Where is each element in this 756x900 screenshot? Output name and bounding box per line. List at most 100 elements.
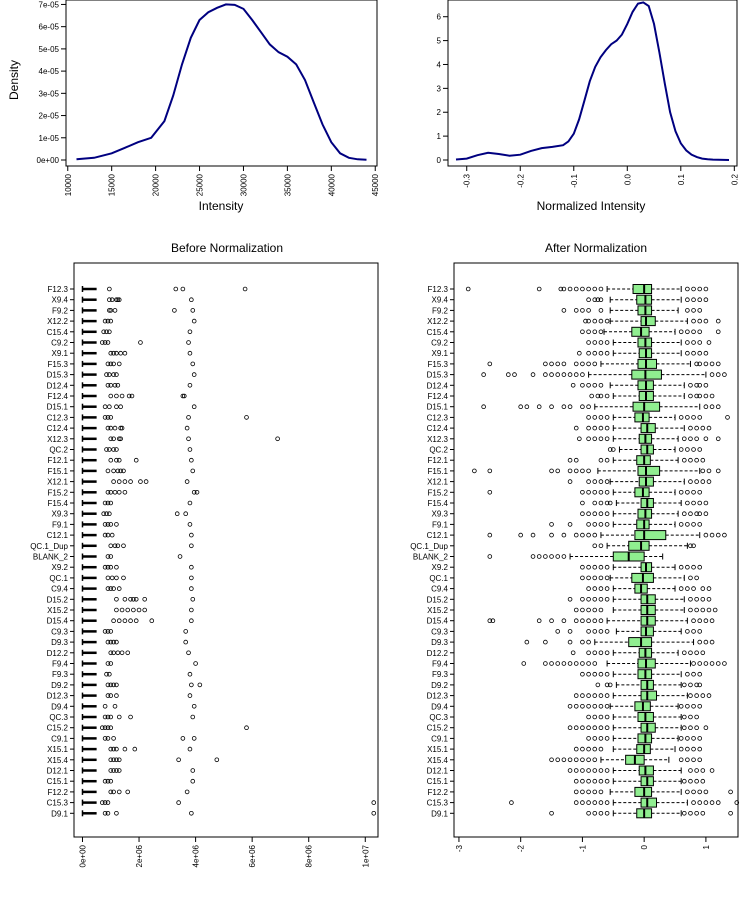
boxplot-before-outlier (116, 457, 122, 463)
boxplot-before-outlier (105, 639, 111, 645)
density-after-curve (455, 1, 730, 161)
boxplot-after-outlier (573, 308, 579, 313)
boxplot-after-outlier (685, 447, 690, 452)
boxplot-after-outlier (685, 736, 690, 741)
boxplot-after-outlier (567, 757, 573, 763)
boxplot-after-row (567, 722, 709, 733)
boxplot-before-outlier (105, 425, 111, 431)
boxplot-after-outlier (691, 415, 696, 420)
boxplot-after-outlier (580, 404, 585, 410)
boxplot-after-outlier (487, 554, 493, 559)
boxplot-before-row-label: C15.1 (47, 777, 69, 786)
boxplot-before-outlier (111, 618, 116, 623)
boxplot-after-outlier (697, 671, 703, 677)
boxplot-after-outlier (688, 575, 693, 581)
boxplot-after-row-label: F15.2 (428, 488, 449, 497)
boxplot-before-outlier (105, 468, 111, 474)
boxplot-after-row-label: C12.4 (427, 424, 449, 433)
boxplot-after-outlier (580, 725, 585, 730)
boxplot-after-row (561, 305, 703, 316)
boxplot-after-outlier (586, 308, 591, 313)
boxplot-before-outlier (187, 350, 193, 356)
boxplot-before-outlier (114, 564, 119, 570)
boxplot-after-outlier (604, 586, 610, 591)
boxplot-after-row-label: X12.1 (427, 478, 448, 487)
boxplot-after-outlier (604, 671, 610, 677)
boxplot-before-row-label: C9.1 (51, 734, 68, 743)
boxplot-before-row-label: D12.1 (47, 767, 69, 776)
boxplot-before-outlier (108, 639, 114, 645)
boxplot-before-row (81, 724, 249, 731)
boxplot-after-row (573, 690, 712, 701)
boxplot-before-outlier (116, 714, 122, 720)
boxplot-after-outlier (561, 286, 567, 292)
boxplot-after-outlier (685, 586, 690, 591)
boxplot-after-axes: -3 -2 -1 0 1 F12.3 X9.4F9.2 X12.2 C15.4 C9.2X9.1 F… (410, 285, 711, 852)
boxplot-before-outlier (105, 340, 111, 345)
boxplot-before-row-label: D9.1 (51, 809, 68, 818)
boxplot-before-outlier (125, 650, 131, 656)
boxplot-after-outlier (543, 661, 548, 666)
boxplot-before-row-label: F12.2 (48, 788, 69, 797)
boxplot-after-outlier (691, 661, 696, 666)
boxplot-after-outlier (586, 629, 591, 634)
boxplot-after-outlier (573, 618, 579, 623)
boxplot-after-outlier (697, 522, 703, 527)
boxplot-before-row-label: X12.2 (47, 317, 68, 326)
boxplot-before-axes: 0e+00 2e+06 4e+06 6e+06 8e+06 1e+07F12.3X9.4F… (30, 285, 370, 867)
boxplot-after-outlier (688, 543, 693, 549)
boxplot-after-outlier (607, 682, 613, 688)
boxplot-after-outlier (592, 714, 598, 720)
boxplot-after-outlier (592, 500, 598, 506)
boxplot-after-outlier (694, 693, 699, 698)
boxplot-before-outlier (111, 736, 116, 741)
boxplot-after-row (549, 519, 703, 530)
boxplot-after-row (580, 572, 699, 583)
boxplot-after-outlier (700, 650, 706, 656)
boxplot-before-outlier (108, 500, 114, 506)
boxplot-after-outlier (592, 329, 598, 335)
boxplot-after-outlier (598, 714, 604, 720)
boxplot-after-outlier (536, 286, 542, 292)
boxplot-after-outlier (598, 800, 604, 805)
boxplot-after-outlier (580, 500, 585, 506)
boxplot-after-outlier (586, 564, 591, 570)
boxplot-after-row-label: D9.3 (431, 638, 448, 647)
boxplot-after-outlier (592, 725, 598, 730)
boxplot-after-outlier (706, 479, 712, 484)
boxplot-before-row-label: X15.2 (47, 606, 68, 615)
boxplot-before-outlier (109, 575, 115, 581)
boxplot-after-row-label: C15.4 (427, 328, 449, 337)
boxplot-after-outlier (604, 682, 610, 688)
boxplot-before-outlier (108, 629, 114, 634)
boxplot-before-outlier (187, 447, 193, 452)
boxplot-before-outlier (108, 361, 114, 367)
boxplot-before-row (81, 628, 189, 635)
boxplot-after-outlier (592, 703, 598, 709)
boxplot-after-outlier (697, 757, 703, 763)
boxplot-before-outlier (105, 500, 111, 506)
boxplot-before-outlier (102, 725, 108, 730)
boxplot-after-row (521, 658, 727, 669)
boxplot-after-outlier (706, 425, 712, 431)
boxplot-after-row (586, 412, 730, 423)
boxplot-after-row (567, 765, 715, 776)
boxplot-after-row (577, 348, 709, 359)
boxplot-before-xtick-label: 6e+06 (248, 844, 257, 867)
boxplot-after-outlier (586, 789, 591, 795)
boxplot-before-outlier (108, 457, 114, 463)
boxplot-before-row (81, 307, 196, 314)
boxplot-after-outlier (549, 554, 554, 559)
boxplot-after-outlier (715, 318, 721, 324)
boxplot-after-row (573, 744, 703, 755)
boxplot-after-outlier (589, 393, 594, 399)
boxplot-after-row-label: X9.3 (432, 510, 449, 519)
boxplot-after-outlier (573, 372, 579, 377)
boxplot-after-outlier (678, 746, 684, 752)
boxplot-before-outlier (114, 810, 119, 816)
boxplot-before-outlier (184, 789, 190, 795)
boxplot-after-outlier (592, 629, 598, 634)
boxplot-before-outlier (102, 736, 108, 741)
boxplot-after-row-label: F15.4 (428, 499, 449, 508)
boxplot-after-outlier (697, 447, 703, 452)
